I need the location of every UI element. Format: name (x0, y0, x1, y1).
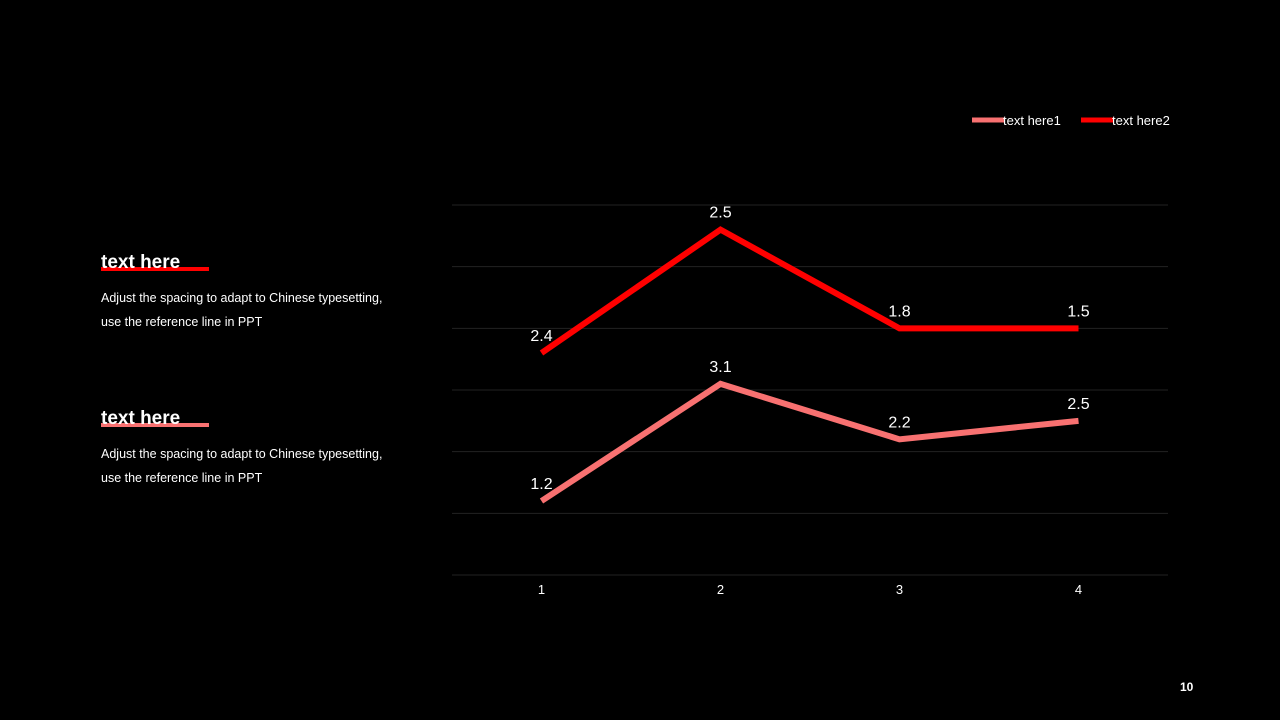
heading-text: text here (101, 408, 181, 429)
heading-underline (101, 423, 209, 427)
legend-label: text here1 (1003, 113, 1061, 128)
data-label: 1.5 (1067, 303, 1089, 320)
data-label: 3.1 (709, 359, 731, 376)
page-number: 10 (1180, 680, 1194, 694)
series-line (539, 380, 1079, 504)
x-tick-label: 2 (717, 582, 724, 597)
data-label: 2.4 (530, 328, 552, 345)
data-label: 2.5 (709, 205, 731, 222)
legend-item: text here2 (1081, 113, 1170, 128)
block-body: Adjust the spacing to adapt to Chinese t… (101, 291, 383, 329)
block-heading: text here (101, 252, 209, 274)
text-block-1: text here Adjust the spacing to adapt to… (101, 252, 401, 334)
data-label: 2.2 (888, 414, 910, 431)
text-block-2: text here Adjust the spacing to adapt to… (101, 408, 401, 490)
block-heading: text here (101, 408, 209, 430)
x-tick-label: 3 (896, 582, 903, 597)
x-tick-label: 4 (1075, 582, 1082, 597)
data-label: 1.8 (888, 303, 910, 320)
data-label: 1.2 (530, 476, 552, 493)
series-line (539, 226, 1079, 356)
legend-label: text here2 (1112, 113, 1170, 128)
block-body: Adjust the spacing to adapt to Chinese t… (101, 447, 383, 485)
data-label: 2.5 (1067, 396, 1089, 413)
heading-text: text here (101, 252, 181, 273)
x-tick-label: 1 (538, 582, 545, 597)
heading-underline (101, 267, 209, 271)
legend-item: text here1 (972, 113, 1061, 128)
